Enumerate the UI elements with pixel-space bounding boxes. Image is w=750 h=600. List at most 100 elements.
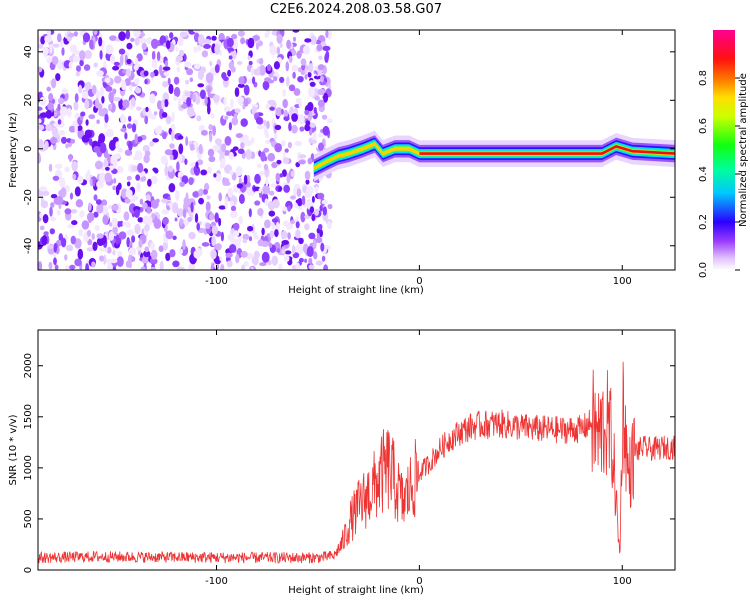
noise-blob (291, 113, 298, 122)
noise-blob (207, 166, 212, 174)
noise-blob (186, 68, 194, 76)
noise-blob (267, 259, 272, 266)
noise-blob (179, 181, 185, 187)
noise-blob (278, 186, 282, 192)
noise-blob (142, 256, 149, 265)
noise-blob (131, 97, 136, 107)
noise-blob (231, 33, 238, 40)
noise-blob (161, 209, 167, 215)
noise-blob (149, 114, 157, 120)
spectrogram-xtick-label: 100 (613, 276, 632, 287)
noise-blob (321, 199, 329, 205)
noise-blob (240, 141, 245, 149)
noise-blob (275, 172, 281, 182)
noise-blob (108, 139, 117, 151)
noise-blob (55, 196, 64, 205)
noise-blob (267, 79, 275, 84)
noise-blob (214, 43, 221, 55)
ridge-yellow-band (313, 142, 675, 171)
noise-blob (118, 31, 126, 41)
noise-blob (108, 231, 115, 241)
noise-blob (237, 148, 245, 155)
noise-blob (230, 98, 234, 109)
colorbar-tick-label: 0.8 (698, 70, 709, 86)
noise-blob (214, 173, 222, 182)
noise-blob (211, 235, 216, 247)
noise-blob (75, 199, 84, 208)
noise-blob (288, 84, 296, 92)
noise-blob (281, 240, 290, 245)
noise-blob (274, 229, 279, 238)
noise-blob (38, 152, 41, 164)
noise-blob (188, 208, 192, 217)
noise-blob (255, 42, 259, 50)
noise-blob (250, 266, 254, 270)
noise-blob (276, 46, 281, 55)
noise-blob (234, 108, 241, 114)
noise-blob (151, 50, 156, 61)
noise-blob (136, 182, 141, 193)
noise-blob (93, 145, 100, 153)
noise-blob (70, 235, 77, 245)
noise-blob (211, 35, 217, 41)
noise-blob (101, 199, 108, 207)
noise-blob (284, 250, 292, 255)
noise-blob (271, 162, 278, 169)
noise-blob (230, 205, 237, 212)
noise-blob (79, 59, 84, 67)
noise-blob (298, 237, 304, 245)
snr-xtick-label: 0 (416, 576, 422, 587)
noise-blob (243, 98, 249, 107)
noise-blob (38, 66, 43, 73)
noise-blob (78, 228, 83, 237)
noise-blob (38, 139, 44, 150)
noise-blob (276, 221, 280, 231)
noise-blob (161, 112, 168, 118)
noise-blob (117, 250, 123, 257)
noise-blob (254, 173, 261, 184)
noise-blob (189, 77, 193, 82)
noise-blob (39, 112, 48, 118)
noise-blob (288, 55, 293, 63)
noise-blob (263, 163, 268, 171)
noise-blob (177, 152, 183, 163)
noise-blob (247, 55, 251, 61)
colorbar: 0.0 0.2 0.4 0.6 0.8 Normalized spectral ampl… (698, 30, 749, 278)
noise-blob (177, 135, 184, 140)
noise-blob (210, 112, 215, 119)
noise-blob (318, 142, 324, 151)
noise-blob (192, 93, 196, 103)
noise-blob (311, 213, 316, 222)
noise-blob (169, 154, 174, 161)
noise-blob (58, 97, 65, 105)
noise-blob (144, 224, 150, 232)
noise-blob (296, 188, 302, 197)
noise-blob (117, 182, 122, 190)
noise-blob (98, 110, 107, 117)
noise-blob (91, 261, 96, 268)
noise-blob (281, 249, 286, 254)
noise-blob (220, 231, 224, 242)
noise-blob (189, 111, 196, 116)
noise-blob (266, 120, 270, 129)
noise-blob (104, 113, 109, 123)
snr-xtick-label: -100 (205, 576, 228, 587)
noise-blob (52, 43, 60, 48)
noise-blob (261, 227, 265, 236)
noise-blob (50, 202, 55, 208)
noise-blob (185, 136, 189, 147)
noise-blob (92, 175, 96, 187)
noise-blob (61, 136, 67, 144)
noise-blob (102, 215, 109, 225)
noise-blob (196, 115, 202, 122)
noise-blob (144, 246, 150, 253)
noise-blob (179, 31, 188, 38)
noise-blob (250, 137, 255, 144)
noise-blob (272, 199, 280, 209)
noise-blob (84, 50, 92, 59)
noise-blob (317, 99, 326, 108)
noise-blob (275, 107, 283, 117)
noise-blob (218, 192, 222, 202)
noise-blob (264, 219, 271, 229)
noise-blob (269, 230, 274, 239)
